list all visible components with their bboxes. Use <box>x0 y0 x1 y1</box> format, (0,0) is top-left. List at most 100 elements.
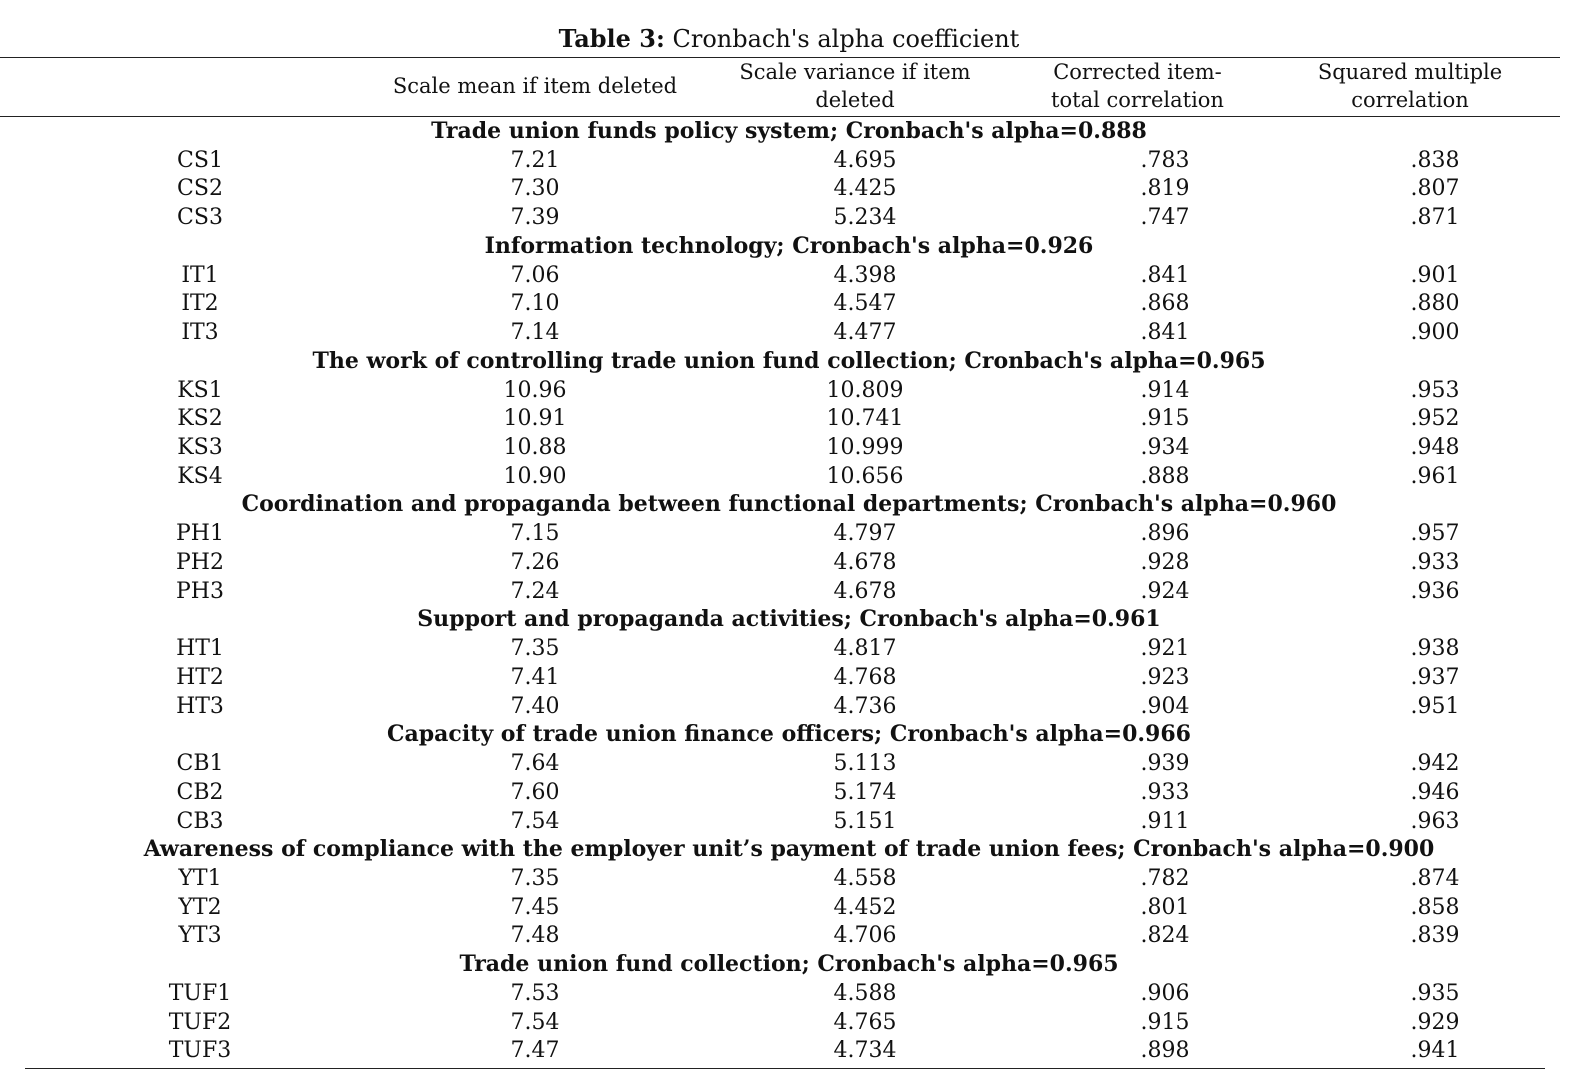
scale-variance-cell: 4.817 <box>833 636 897 662</box>
corrected-correlation-cell: .783 <box>1140 147 1190 173</box>
corrected-correlation-cell: .782 <box>1140 865 1190 891</box>
scale-variance-cell: 4.706 <box>833 923 897 949</box>
section-title: Trade union fund collection; Cronbach's … <box>459 951 1119 978</box>
item-code-cell: IT3 <box>181 320 219 346</box>
squared-multiple-cell: .946 <box>1410 779 1460 805</box>
scale-variance-cell: 10.809 <box>826 377 904 403</box>
table-row: IT2 7.10 4.547 .868 .880 <box>0 289 1578 318</box>
scale-variance-cell: 4.558 <box>833 865 897 891</box>
table-caption-label: Table 3: <box>558 24 665 53</box>
table-row: PH3 7.24 4.678 .924 .936 <box>0 577 1578 606</box>
corrected-correlation-cell: .801 <box>1140 894 1190 920</box>
scale-mean-cell: 7.26 <box>510 549 560 575</box>
corrected-correlation-cell: .933 <box>1140 779 1190 805</box>
item-code-cell: HT1 <box>176 636 224 662</box>
header-scale-mean: Scale mean if item deleted <box>392 74 678 98</box>
item-code-cell: YT2 <box>178 894 222 920</box>
scale-variance-cell: 4.678 <box>833 549 897 575</box>
squared-multiple-cell: .953 <box>1410 377 1460 403</box>
scale-variance-cell: 4.736 <box>833 693 897 719</box>
scale-mean-cell: 7.40 <box>510 693 560 719</box>
scale-mean-cell: 7.21 <box>510 147 560 173</box>
table-row: KS2 10.91 10.741 .915 .952 <box>0 404 1578 433</box>
corrected-correlation-cell: .896 <box>1140 521 1190 547</box>
squared-multiple-cell: .936 <box>1410 578 1460 604</box>
scale-mean-cell: 7.54 <box>510 1009 560 1035</box>
scale-variance-cell: 10.656 <box>826 463 904 489</box>
scale-variance-cell: 4.678 <box>833 578 897 604</box>
corrected-correlation-cell: .841 <box>1140 262 1190 288</box>
item-code-cell: YT1 <box>178 865 222 891</box>
corrected-correlation-cell: .824 <box>1140 923 1190 949</box>
scale-mean-cell: 7.30 <box>510 176 560 202</box>
item-code-cell: IT2 <box>181 291 219 317</box>
top-rule <box>0 57 1560 58</box>
item-code-cell: YT3 <box>178 923 222 949</box>
item-code-cell: CS2 <box>177 176 223 202</box>
section-title: Coordination and propaganda between func… <box>241 491 1337 518</box>
item-code-cell: CS1 <box>177 147 223 173</box>
corrected-correlation-cell: .911 <box>1140 808 1190 834</box>
table-row: TUF2 7.54 4.765 .915 .929 <box>0 1008 1578 1037</box>
header-corrected-correlation: Corrected item-total correlation <box>1051 60 1224 112</box>
table-row: CS1 7.21 4.695 .783 .838 <box>0 146 1578 175</box>
table-row: YT3 7.48 4.706 .824 .839 <box>0 921 1578 950</box>
squared-multiple-cell: .839 <box>1410 923 1460 949</box>
table-row: HT3 7.40 4.736 .904 .951 <box>0 692 1578 721</box>
table-row: YT2 7.45 4.452 .801 .858 <box>0 893 1578 922</box>
corrected-correlation-cell: .906 <box>1140 980 1190 1006</box>
squared-multiple-cell: .858 <box>1410 894 1460 920</box>
corrected-correlation-cell: .888 <box>1140 463 1190 489</box>
item-code-cell: PH3 <box>176 578 224 604</box>
squared-multiple-cell: .871 <box>1410 205 1460 231</box>
squared-multiple-cell: .900 <box>1410 320 1460 346</box>
scale-variance-cell: 4.695 <box>833 147 897 173</box>
corrected-correlation-cell: .898 <box>1140 1038 1190 1064</box>
bottom-rule <box>25 1068 1545 1069</box>
item-code-cell: TUF3 <box>168 1038 232 1064</box>
squared-multiple-cell: .933 <box>1410 549 1460 575</box>
scale-mean-cell: 7.48 <box>510 923 560 949</box>
table-row: TUF1 7.53 4.588 .906 .935 <box>0 979 1578 1008</box>
squared-multiple-cell: .874 <box>1410 865 1460 891</box>
section-title: Information technology; Cronbach's alpha… <box>484 232 1094 259</box>
squared-multiple-cell: .880 <box>1410 291 1460 317</box>
squared-multiple-cell: .948 <box>1410 435 1460 461</box>
scale-mean-cell: 7.39 <box>510 205 560 231</box>
item-code-cell: KS3 <box>177 435 223 461</box>
table-row: KS4 10.90 10.656 .888 .961 <box>0 462 1578 491</box>
scale-mean-cell: 7.47 <box>510 1038 560 1064</box>
scale-variance-cell: 4.588 <box>833 980 897 1006</box>
squared-multiple-cell: .951 <box>1410 693 1460 719</box>
squared-multiple-cell: .942 <box>1410 751 1460 777</box>
scale-mean-cell: 10.96 <box>503 377 567 403</box>
scale-mean-cell: 7.41 <box>510 664 560 690</box>
section-title: The work of controlling trade union fund… <box>312 347 1266 374</box>
squared-multiple-cell: .941 <box>1410 1038 1460 1064</box>
squared-multiple-cell: .935 <box>1410 980 1460 1006</box>
scale-mean-cell: 7.24 <box>510 578 560 604</box>
section-title: Awareness of compliance with the employe… <box>143 836 1435 863</box>
item-code-cell: CB3 <box>176 808 224 834</box>
section-title: Capacity of trade union finance officers… <box>387 721 1191 748</box>
squared-multiple-cell: .901 <box>1410 262 1460 288</box>
squared-multiple-cell: .937 <box>1410 664 1460 690</box>
scale-variance-cell: 5.151 <box>833 808 897 834</box>
header-squared-multiple: Squared multiple correlation <box>1317 60 1503 112</box>
section-title: Support and propaganda activities; Cronb… <box>417 606 1161 633</box>
table-row: IT1 7.06 4.398 .841 .901 <box>0 261 1578 290</box>
item-code-cell: HT3 <box>176 693 224 719</box>
item-code-cell: KS4 <box>177 463 223 489</box>
item-code-cell: CS3 <box>177 205 223 231</box>
item-code-cell: KS1 <box>177 377 223 403</box>
scale-mean-cell: 10.88 <box>503 435 567 461</box>
scale-variance-cell: 4.797 <box>833 521 897 547</box>
scale-variance-cell: 5.234 <box>833 205 897 231</box>
scale-variance-cell: 10.741 <box>826 406 904 432</box>
scale-mean-cell: 10.91 <box>503 406 567 432</box>
corrected-correlation-cell: .939 <box>1140 751 1190 777</box>
scale-mean-cell: 10.90 <box>503 463 567 489</box>
corrected-correlation-cell: .747 <box>1140 205 1190 231</box>
table-row: CB1 7.64 5.113 .939 .942 <box>0 749 1578 778</box>
